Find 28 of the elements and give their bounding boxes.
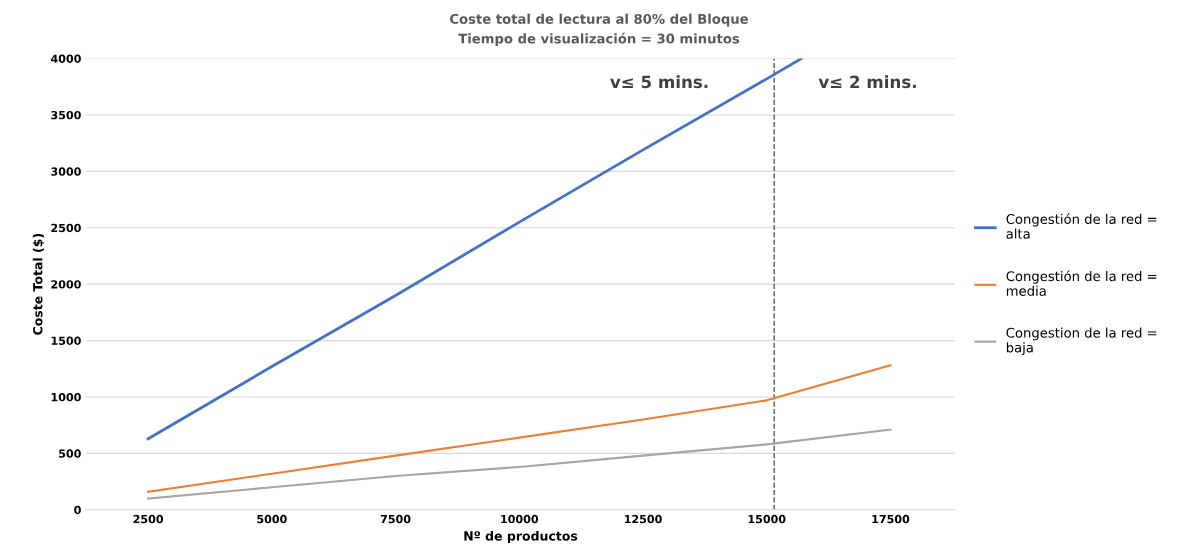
legend-label: Congestión de la red = alta (1006, 213, 1157, 239)
chart-title: Coste total de lectura al 80% del Bloque (450, 13, 748, 27)
x-tick-label: 2500 (133, 514, 164, 524)
annotation: v≤ 5 mins. (610, 75, 708, 89)
legend-label: Congestión de la red = media (1006, 270, 1157, 296)
y-tick-label: 0 (74, 505, 81, 515)
y-tick-label: 4000 (50, 54, 81, 63)
y-axis-title: Coste Total ($) (32, 233, 45, 335)
line-series (147, 428, 892, 500)
x-tick-label: 7500 (380, 514, 411, 524)
x-tick-label: 5000 (257, 514, 287, 524)
x-tick-label: 12500 (624, 514, 662, 524)
y-tick-label: 1500 (51, 336, 81, 345)
y-tick-label: 2000 (51, 280, 81, 289)
annotation: v≤ 2 mins. (818, 75, 916, 89)
y-tick-label: 3000 (51, 167, 81, 176)
legend-label: Congestion de la red = baja (1006, 327, 1157, 356)
line-series (146, 58, 803, 441)
x-tick-label: 15000 (748, 514, 786, 524)
chart-subtitle: Tiempo de visualización = 30 minutos (458, 32, 740, 47)
x-tick-label: 10000 (501, 514, 539, 524)
y-tick-label: 500 (59, 449, 81, 458)
x-tick-label: 17500 (872, 514, 910, 524)
y-tick-label: 1000 (51, 392, 81, 402)
line-series (147, 364, 892, 493)
y-tick-label: 3500 (51, 110, 81, 120)
x-axis-title: Nº de productos (464, 530, 578, 544)
y-tick-label: 2500 (51, 223, 81, 233)
